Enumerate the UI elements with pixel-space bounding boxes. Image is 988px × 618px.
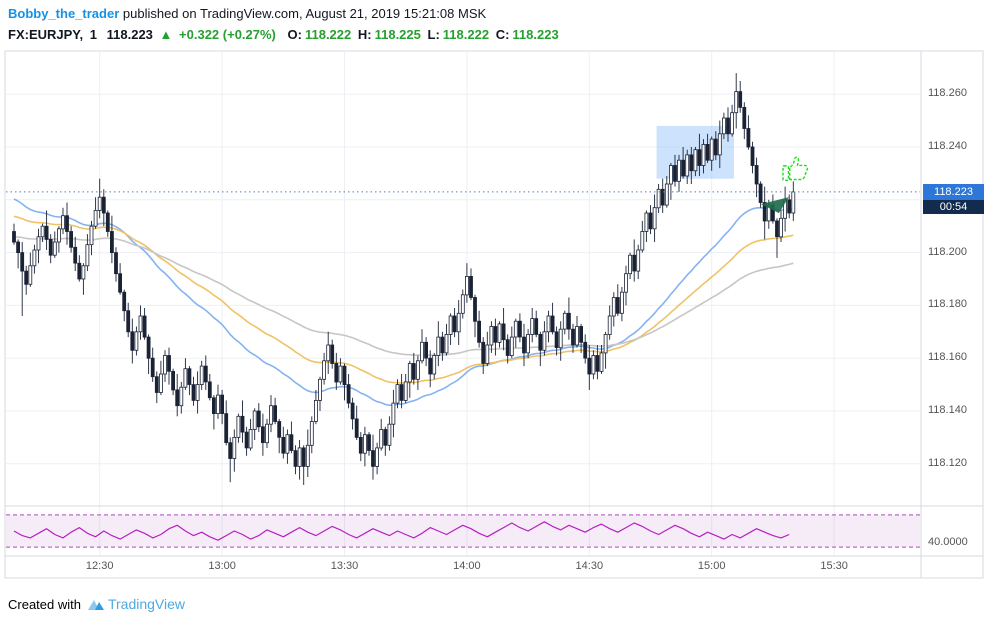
high-label: H: xyxy=(357,27,372,42)
price-axis-label: 118.240 xyxy=(928,140,967,152)
time-axis-label: 12:30 xyxy=(85,560,114,572)
open-value: 118.222 xyxy=(304,27,352,42)
ma-fast xyxy=(13,198,794,407)
created-with-text: Created with xyxy=(8,596,81,612)
close-label: C: xyxy=(495,27,510,42)
open-label: O: xyxy=(287,27,302,42)
footer: Created with TradingView xyxy=(8,593,185,615)
ma-mid xyxy=(13,215,794,384)
high-value: 118.225 xyxy=(374,27,421,42)
interval-text: 1 xyxy=(89,27,97,42)
last-price-badge: 118.223 xyxy=(923,183,984,200)
price-axis-label: 118.180 xyxy=(928,298,967,311)
symbol-bar: FX:EURJPY, 1 118.223 ▲ +0.322 (+0.27%) O… xyxy=(8,27,562,42)
change-arrow-icon: ▲ xyxy=(159,27,173,42)
symbol-text: FX:EURJPY, xyxy=(8,27,84,42)
published-text: published on TradingView.com, August 21,… xyxy=(122,6,487,21)
time-axis-label: 13:30 xyxy=(330,560,359,572)
thumbs-up-icon xyxy=(782,156,809,182)
author-link[interactable]: Bobby_the_trader xyxy=(8,6,120,21)
time-axis-label: 14:00 xyxy=(453,560,481,572)
price-axis-label: 118.120 xyxy=(928,456,967,469)
tradingview-mountain-icon xyxy=(87,600,104,610)
time-axis-label: 14:30 xyxy=(575,560,604,572)
close-value: 118.223 xyxy=(512,27,559,42)
tradingview-wordmark: TradingView xyxy=(107,596,186,612)
low-value: 118.222 xyxy=(442,27,490,42)
price-axis-label: 118.260 xyxy=(928,87,967,100)
price-axis-label: 118.200 xyxy=(928,245,967,258)
price-axis-label: 118.140 xyxy=(928,404,967,416)
time-axis-label: 15:30 xyxy=(820,560,848,572)
ma-slow xyxy=(13,236,794,357)
low-label: L: xyxy=(427,27,440,42)
change-text: +0.322 (+0.27%) xyxy=(179,27,276,42)
publish-marker-icon xyxy=(760,197,789,214)
bar-countdown-badge: 00:54 xyxy=(923,199,984,214)
time-axis-label: 15:00 xyxy=(697,560,726,572)
symbol-name: FX:EURJPY, 1 xyxy=(8,27,100,42)
oscillator-line xyxy=(13,521,790,541)
publish-header: Bobby_the_trader published on TradingVie… xyxy=(8,6,486,21)
time-axis-label: 13:00 xyxy=(208,560,236,572)
oscillator-axis-label: 40.0000 xyxy=(928,535,968,548)
price-axis-label: 118.160 xyxy=(928,351,967,364)
tradingview-logo-link[interactable]: TradingView xyxy=(87,596,185,612)
last-price: 118.223 xyxy=(106,27,153,42)
